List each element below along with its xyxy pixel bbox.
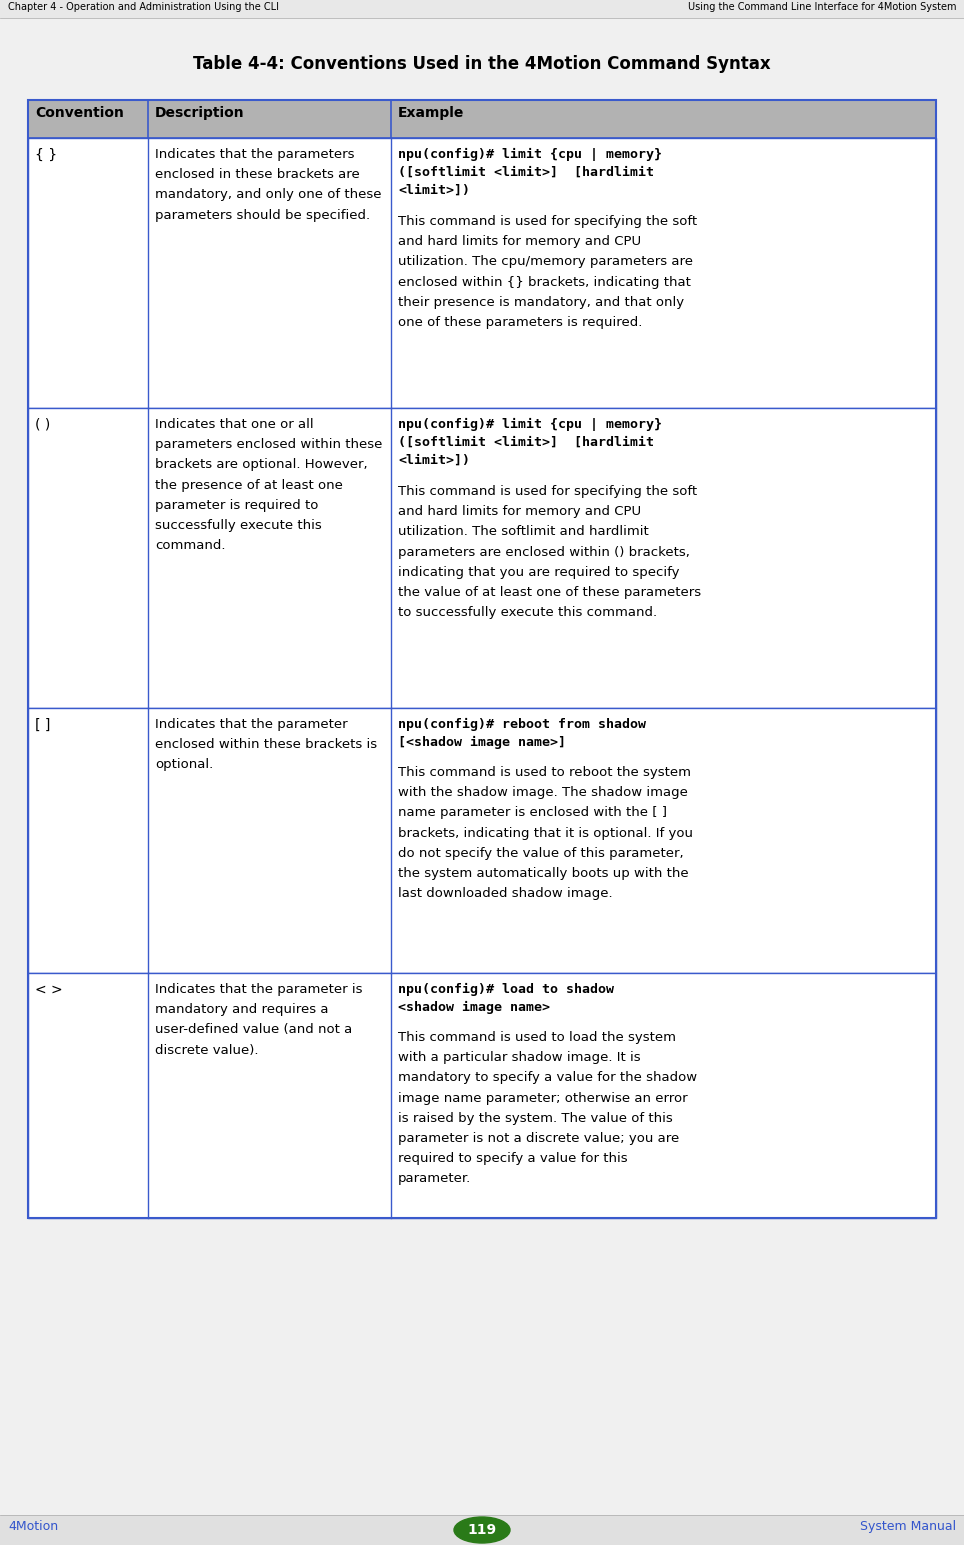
Text: 4Motion: 4Motion [8, 1520, 58, 1533]
Bar [28, 100, 936, 1217]
Text: { }: { } [35, 148, 57, 162]
Text: Using the Command Line Interface for 4Motion System: Using the Command Line Interface for 4Mo… [687, 2, 956, 12]
Text: npu(config)# limit {cpu | memory}
([softlimit <limit>]  [hardlimit
<limit>]): npu(config)# limit {cpu | memory} ([soft… [398, 148, 662, 198]
Text: Example: Example [398, 107, 465, 121]
Text: Indicates that the parameters
enclosed in these brackets are
mandatory, and only: Indicates that the parameters enclosed i… [155, 148, 382, 221]
Bar [0, 0, 964, 19]
Text: [ ]: [ ] [35, 718, 50, 732]
Text: System Manual: System Manual [860, 1520, 956, 1533]
Bar [28, 138, 936, 408]
Text: npu(config)# limit {cpu | memory}
([softlimit <limit>]  [hardlimit
<limit>]): npu(config)# limit {cpu | memory} ([soft… [398, 419, 662, 467]
Text: Indicates that the parameter
enclosed within these brackets is
optional.: Indicates that the parameter enclosed wi… [155, 718, 377, 771]
Text: This command is used to reboot the system
with the shadow image. The shadow imag: This command is used to reboot the syste… [398, 766, 693, 901]
Bar [28, 100, 936, 138]
Bar [28, 973, 936, 1217]
Text: This command is used for specifying the soft
and hard limits for memory and CPU
: This command is used for specifying the … [398, 485, 702, 620]
Text: Chapter 4 - Operation and Administration Using the CLI: Chapter 4 - Operation and Administration… [8, 2, 279, 12]
Text: This command is used for specifying the soft
and hard limits for memory and CPU
: This command is used for specifying the … [398, 215, 697, 329]
Text: Table 4-4: Conventions Used in the 4Motion Command Syntax: Table 4-4: Conventions Used in the 4Moti… [193, 56, 771, 73]
Ellipse shape [454, 1517, 510, 1543]
Text: This command is used to load the system
with a particular shadow image. It is
ma: This command is used to load the system … [398, 1031, 697, 1185]
Text: Convention: Convention [35, 107, 124, 121]
Text: < >: < > [35, 983, 63, 997]
Text: npu(config)# load to shadow
<shadow image name>: npu(config)# load to shadow <shadow imag… [398, 983, 614, 1014]
Text: Description: Description [155, 107, 245, 121]
Text: npu(config)# reboot from shadow
[<shadow image name>]: npu(config)# reboot from shadow [<shadow… [398, 718, 646, 749]
Text: ( ): ( ) [35, 419, 50, 433]
Bar [28, 408, 936, 708]
Text: Indicates that one or all
parameters enclosed within these
brackets are optional: Indicates that one or all parameters enc… [155, 419, 383, 552]
Bar [0, 1516, 964, 1545]
Text: 119: 119 [468, 1523, 496, 1537]
Text: Indicates that the parameter is
mandatory and requires a
user-defined value (and: Indicates that the parameter is mandator… [155, 983, 362, 1057]
Bar [28, 708, 936, 973]
